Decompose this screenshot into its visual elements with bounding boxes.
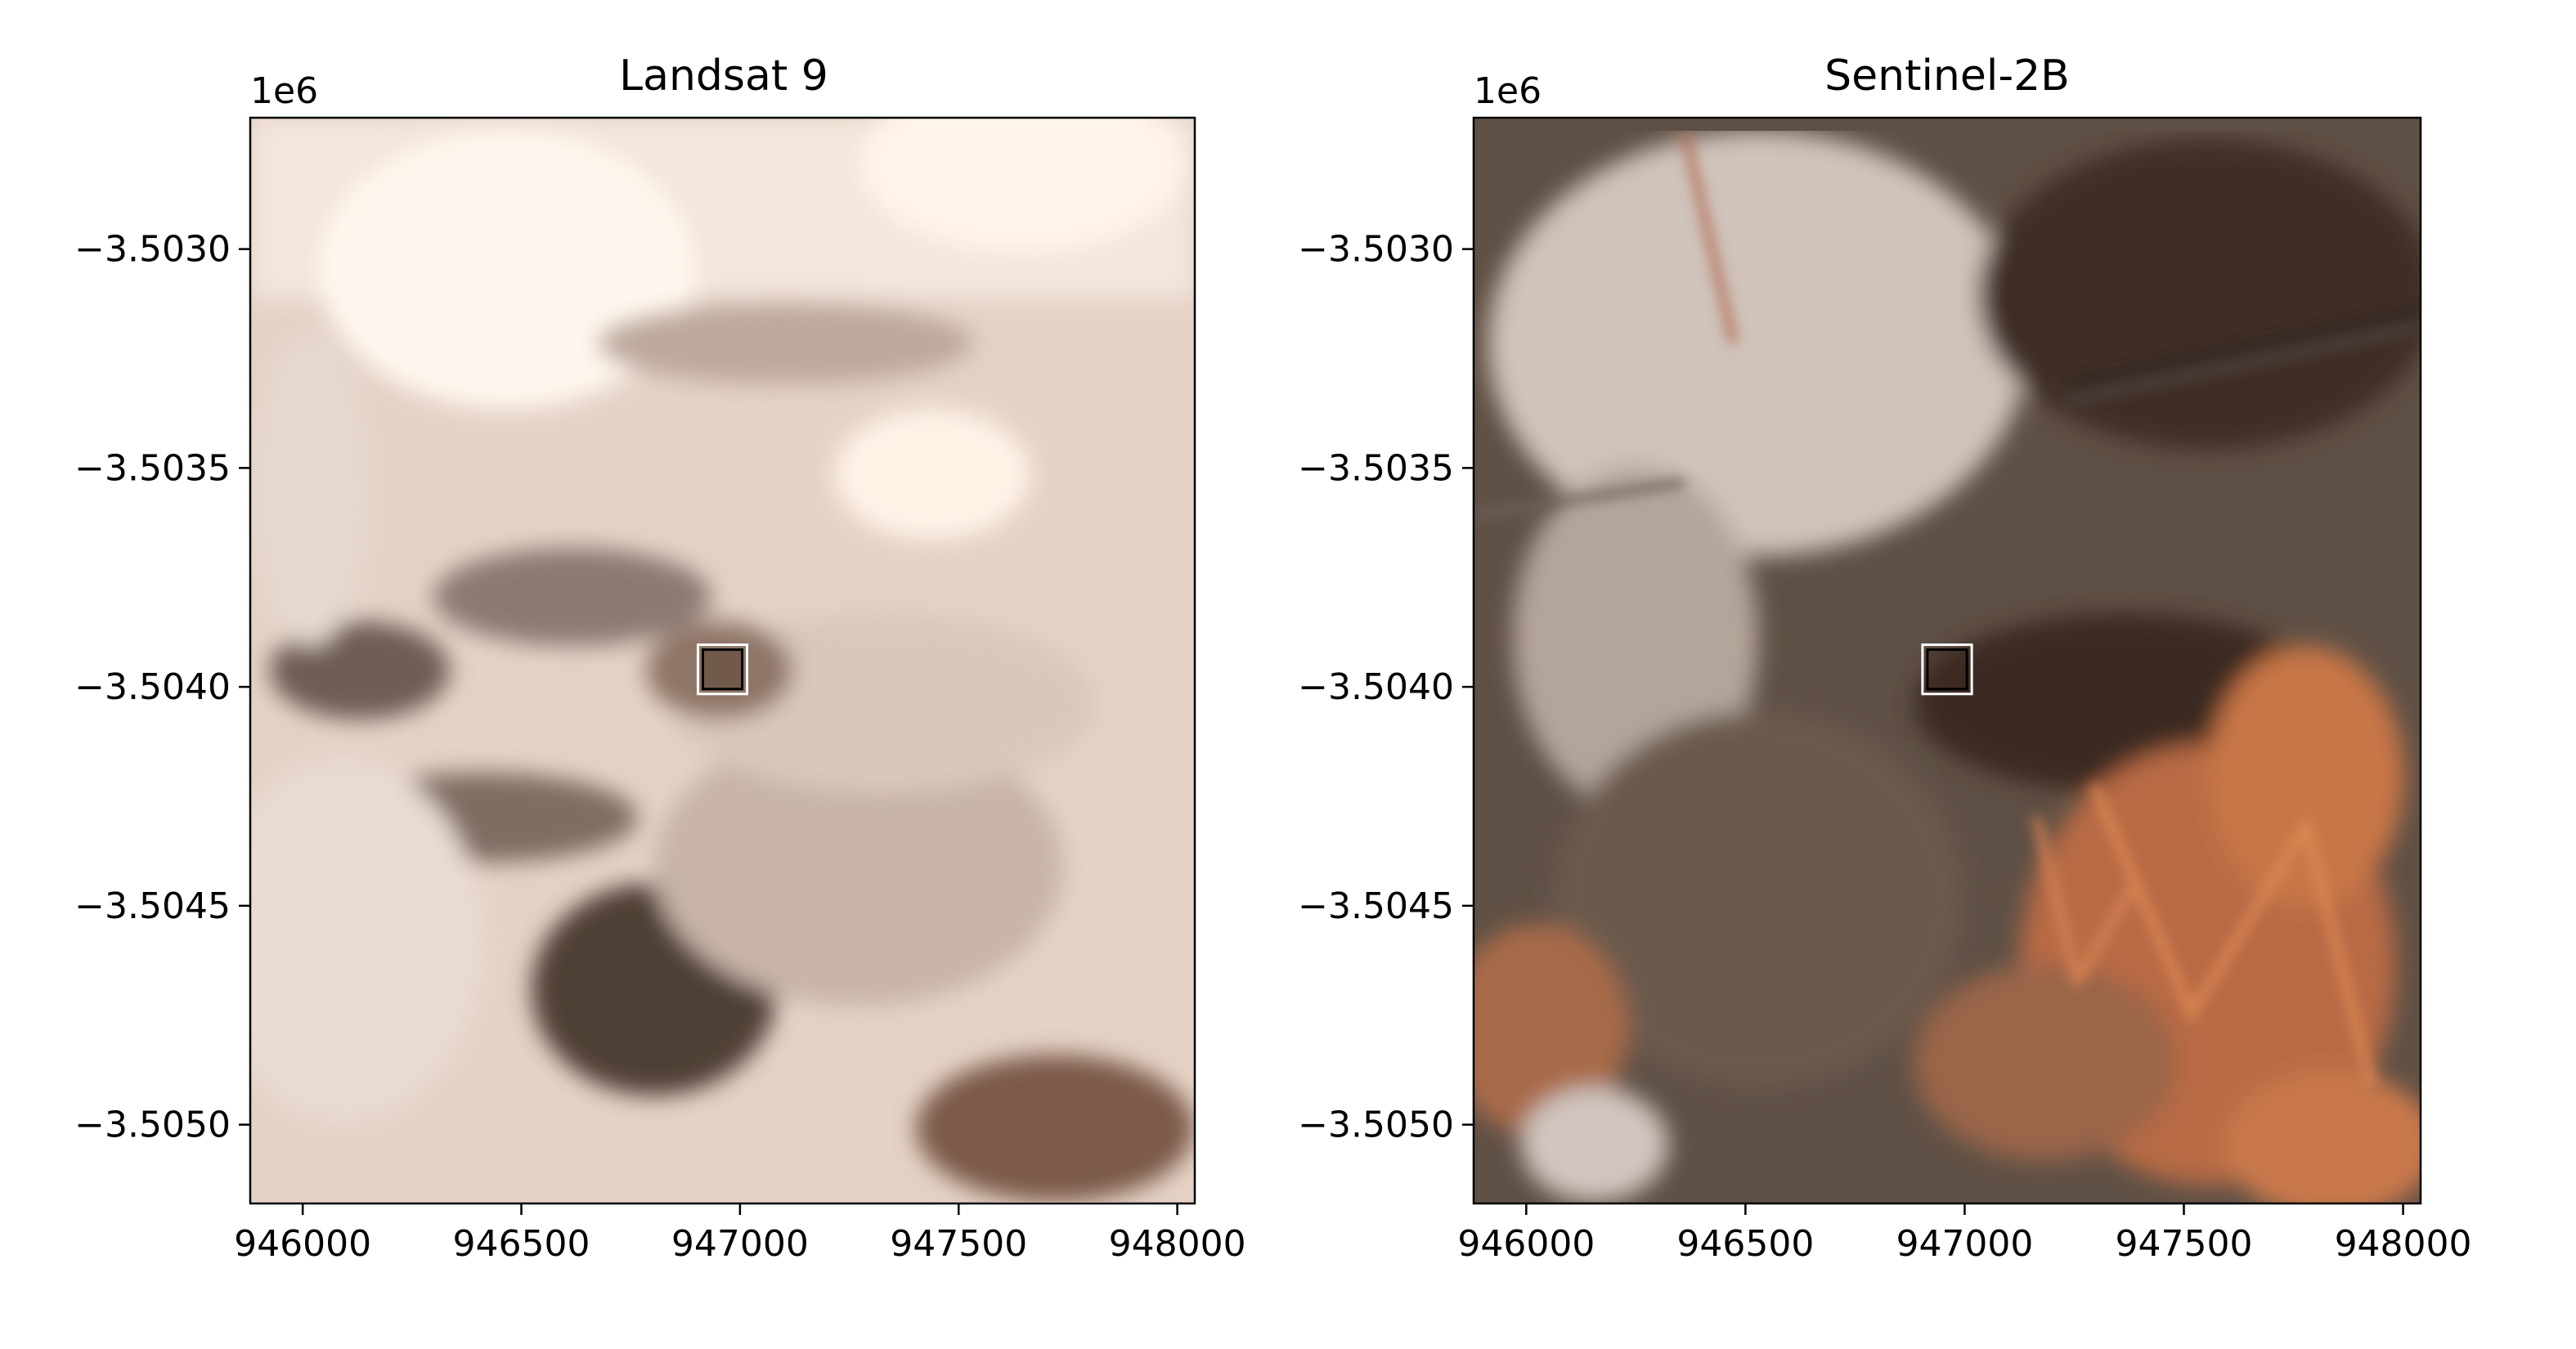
marker-outer-square <box>1921 643 1973 696</box>
y-tick-label: −3.5050 <box>74 1105 231 1146</box>
x-ticks: 946000 946500 947000 947500 948000 <box>234 1203 1246 1265</box>
y-tick-label: −3.5030 <box>1298 229 1454 271</box>
panel-title: Landsat 9 <box>619 52 828 101</box>
axes-frame <box>249 116 1196 1205</box>
panel-landsat-9: Landsat 9 1e6 946000 9 <box>74 52 1245 1265</box>
axes-frame <box>1472 116 2422 1205</box>
x-tick-label: 947500 <box>890 1223 1027 1265</box>
x-tick-label: 948000 <box>2335 1223 2472 1265</box>
y-tick-label: −3.5040 <box>1298 666 1454 708</box>
y-offset-label: 1e6 <box>250 70 318 112</box>
x-tick-label: 946500 <box>1676 1223 1814 1265</box>
marker-inner-square <box>1926 648 1968 691</box>
x-tick-label: 947500 <box>2116 1223 2253 1265</box>
x-tick-label: 947000 <box>671 1223 809 1265</box>
y-tick-label: −3.5030 <box>74 229 231 271</box>
marker-inner-square <box>701 648 744 691</box>
y-tick-label: −3.5035 <box>74 447 231 489</box>
x-tick-label: 946000 <box>234 1223 371 1265</box>
y-tick-label: −3.5035 <box>1298 447 1454 489</box>
x-tick-label: 947000 <box>1896 1223 2033 1265</box>
satellite-image <box>250 118 1195 1203</box>
pixel-marker <box>696 643 749 696</box>
x-tick-label: 948000 <box>1109 1223 1246 1265</box>
y-ticks: −3.5030 −3.5035 −3.5040 −3.5045 −3.5050 <box>74 229 250 1146</box>
pixel-marker <box>1921 643 1973 696</box>
x-tick-label: 946000 <box>1457 1223 1595 1265</box>
satellite-image <box>1474 118 2421 1203</box>
marker-outer-square <box>696 643 749 696</box>
y-tick-label: −3.5045 <box>74 885 231 927</box>
x-ticks: 946000 946500 947000 947500 948000 <box>1457 1203 2472 1265</box>
x-tick-label: 946500 <box>453 1223 590 1265</box>
y-tick-label: −3.5040 <box>74 666 231 708</box>
panel-sentinel-2b: Sentinel-2B 1e6 <box>1298 52 2471 1265</box>
y-offset-label: 1e6 <box>1474 70 1542 112</box>
y-tick-label: −3.5045 <box>1298 885 1454 927</box>
y-ticks: −3.5030 −3.5035 −3.5040 −3.5045 −3.5050 <box>1298 229 1474 1146</box>
y-tick-label: −3.5050 <box>1298 1105 1454 1146</box>
panel-title: Sentinel-2B <box>1824 52 2070 101</box>
